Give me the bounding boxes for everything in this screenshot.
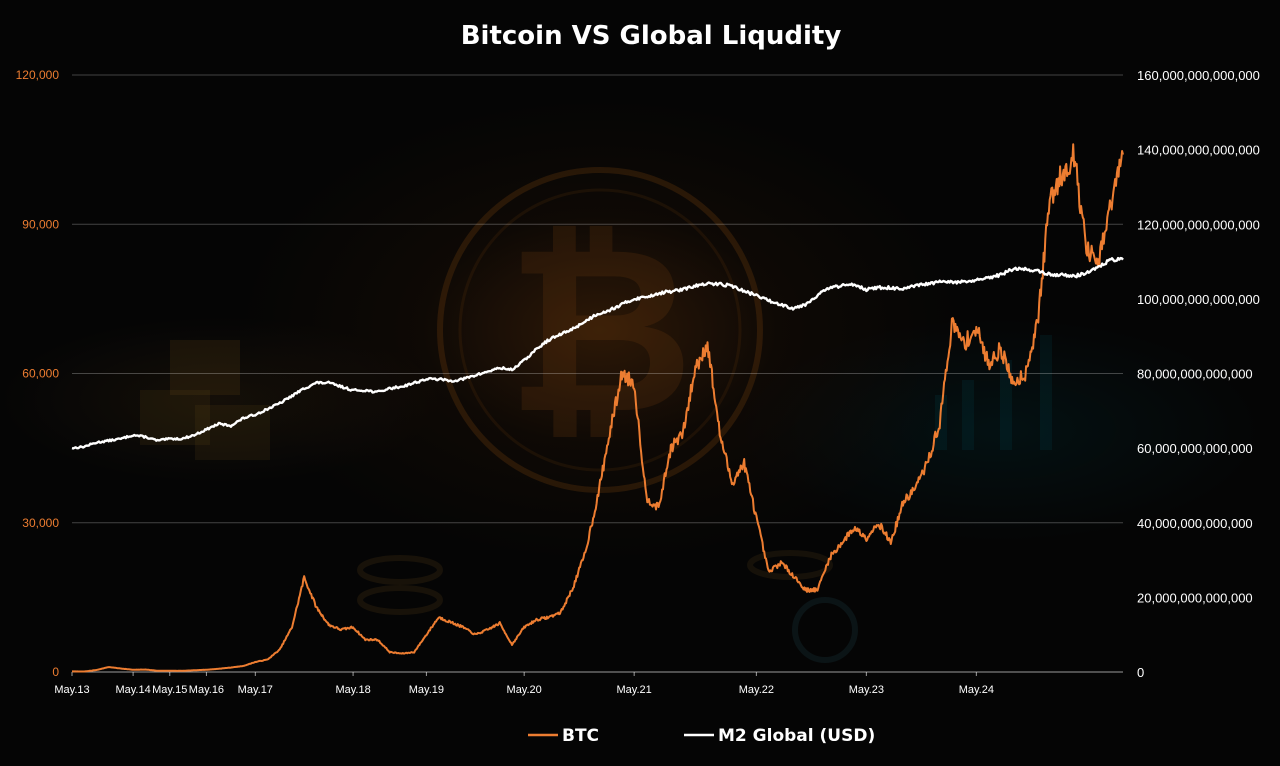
x-tick-label: May.24: [959, 684, 994, 696]
y-right-tick-label: 0: [1137, 665, 1144, 680]
x-tick-label: May.17: [238, 684, 273, 696]
y-right-tick-label: 160,000,000,000,000: [1137, 68, 1260, 83]
y-right-tick-label: 80,000,000,000,000: [1137, 367, 1253, 382]
y-left-tick-label: 0: [52, 665, 59, 679]
legend-label: M2 Global (USD): [718, 726, 875, 746]
x-tick-label: May.15: [152, 684, 187, 696]
x-tick-label: May.14: [115, 684, 150, 696]
y-left-tick-label: 30,000: [22, 516, 59, 530]
x-tick-label: May.19: [409, 684, 444, 696]
x-tick-label: May.18: [335, 684, 370, 696]
x-tick-label: May.23: [849, 684, 884, 696]
y-left-tick-label: 60,000: [22, 367, 59, 381]
chart-title: Bitcoin VS Global Liqudity: [461, 21, 842, 51]
series-group: [71, 143, 1124, 673]
legend-label: BTC: [562, 726, 599, 746]
gridlines: [72, 74, 1123, 524]
background-art: ₿: [140, 167, 1052, 663]
y-right-tick-label: 60,000,000,000,000: [1137, 441, 1253, 456]
x-tick-label: May.20: [507, 684, 542, 696]
x-tick-label: May.16: [189, 684, 224, 696]
y-left-tick-label: 120,000: [16, 68, 60, 82]
y-right-tick-label: 120,000,000,000,000: [1137, 217, 1260, 232]
y-right-tick-label: 20,000,000,000,000: [1137, 590, 1253, 605]
y-axis-right: 0 20,000,000,000,000 40,000,000,000,000 60,…: [1137, 68, 1260, 680]
y-right-tick-label: 40,000,000,000,000: [1137, 516, 1253, 531]
x-axis: May.13 May.14 May.15 May.16 May.17 May.18 May.…: [54, 671, 1123, 696]
y-right-tick-label: 100,000,000,000,000: [1137, 292, 1260, 307]
legend: BTC M2 Global (USD): [528, 726, 875, 746]
x-tick-label: May.22: [739, 684, 774, 696]
y-right-tick-label: 140,000,000,000,000: [1137, 143, 1260, 158]
svg-text:₿: ₿: [506, 198, 693, 465]
y-axis-left: 0 30,000 60,000 90,000 120,000: [16, 68, 60, 679]
x-tick-label: May.21: [617, 684, 652, 696]
series-line-m2-global: [71, 256, 1124, 450]
series-line-btc: [71, 143, 1124, 673]
y-left-tick-label: 90,000: [22, 217, 59, 231]
x-tick-label: May.13: [54, 684, 89, 696]
